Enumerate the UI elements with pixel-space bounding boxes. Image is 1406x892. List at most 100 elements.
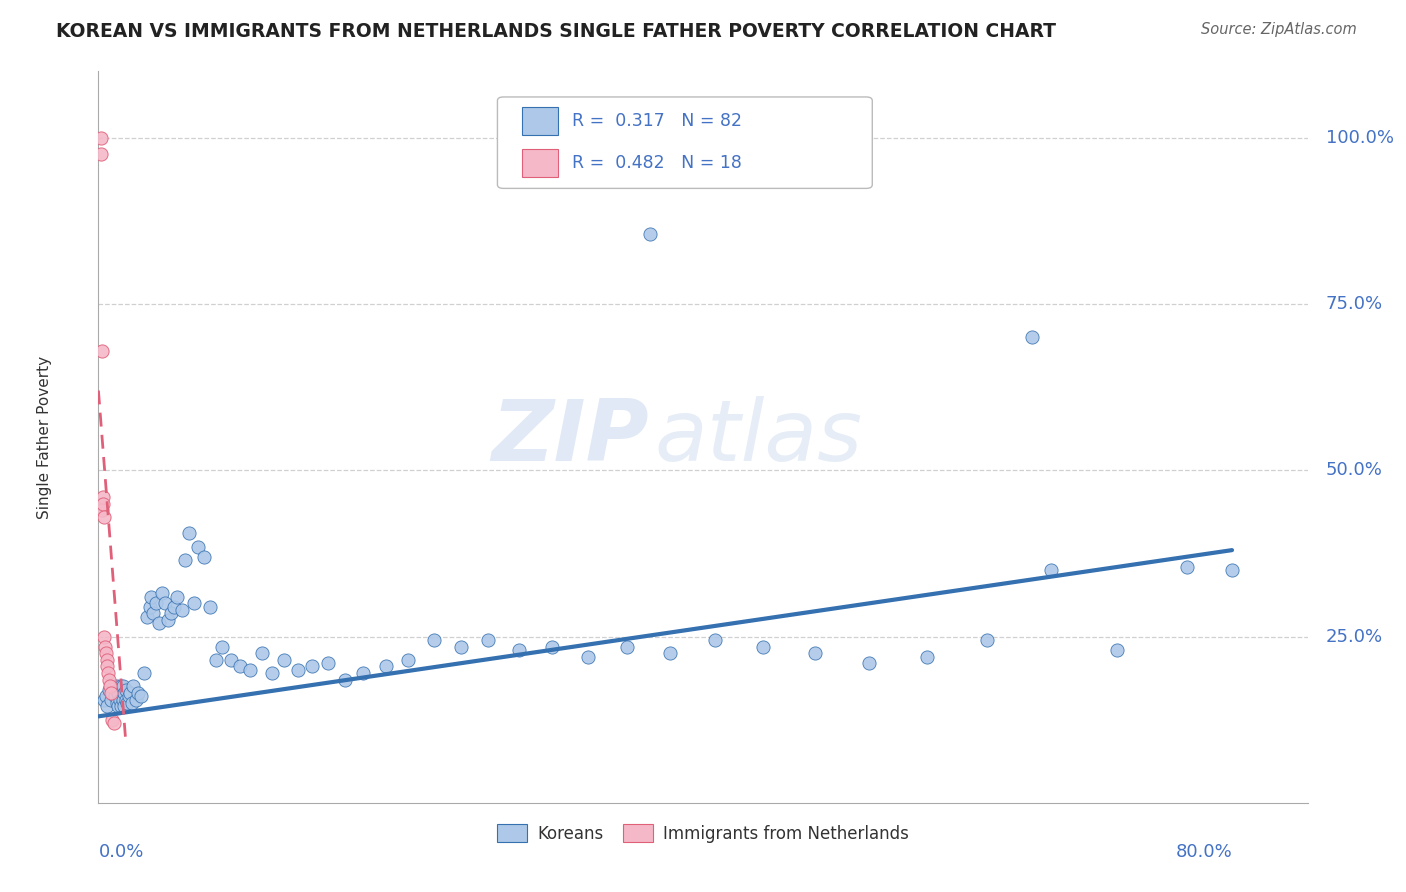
- Point: [704, 632, 727, 647]
- Point: [101, 686, 124, 700]
- Point: [118, 690, 141, 704]
- Point: [111, 692, 134, 706]
- Point: [127, 686, 149, 700]
- Point: [316, 656, 339, 670]
- Text: R =  0.317   N = 82: R = 0.317 N = 82: [572, 112, 742, 130]
- Point: [858, 656, 880, 670]
- Point: [108, 692, 131, 706]
- Text: ZIP: ZIP: [491, 395, 648, 479]
- FancyBboxPatch shape: [498, 97, 872, 188]
- Text: Source: ZipAtlas.com: Source: ZipAtlas.com: [1201, 22, 1357, 37]
- Point: [396, 653, 419, 667]
- Point: [112, 686, 135, 700]
- Point: [187, 540, 209, 554]
- Point: [125, 692, 148, 706]
- Point: [287, 663, 309, 677]
- Text: 0.0%: 0.0%: [98, 843, 143, 861]
- Point: [96, 699, 118, 714]
- Point: [110, 699, 132, 714]
- Point: [103, 716, 125, 731]
- Text: 80.0%: 80.0%: [1175, 843, 1232, 861]
- Point: [93, 630, 115, 644]
- Point: [107, 686, 129, 700]
- Point: [1021, 330, 1043, 344]
- Point: [352, 666, 374, 681]
- Point: [112, 699, 135, 714]
- Point: [508, 643, 530, 657]
- Point: [91, 490, 114, 504]
- Point: [658, 646, 681, 660]
- FancyBboxPatch shape: [522, 107, 558, 135]
- Point: [229, 659, 252, 673]
- Point: [105, 696, 128, 710]
- Point: [110, 680, 132, 694]
- Point: [142, 607, 165, 621]
- Point: [90, 343, 112, 358]
- Point: [114, 682, 136, 697]
- Point: [153, 596, 176, 610]
- Point: [262, 666, 284, 681]
- Point: [1039, 563, 1062, 577]
- FancyBboxPatch shape: [522, 149, 558, 177]
- Point: [156, 613, 179, 627]
- Point: [211, 640, 233, 654]
- Point: [94, 690, 117, 704]
- Point: [221, 653, 243, 667]
- Point: [121, 696, 143, 710]
- Point: [103, 680, 125, 694]
- Point: [100, 692, 122, 706]
- Point: [129, 690, 152, 704]
- Point: [301, 659, 323, 673]
- Point: [205, 653, 228, 667]
- Point: [239, 663, 262, 677]
- Point: [200, 599, 222, 614]
- Point: [98, 682, 121, 697]
- Point: [423, 632, 446, 647]
- Point: [1220, 563, 1243, 577]
- Point: [148, 616, 170, 631]
- Point: [114, 692, 136, 706]
- Point: [141, 590, 163, 604]
- Point: [132, 666, 155, 681]
- Point: [638, 227, 661, 242]
- Text: atlas: atlas: [655, 395, 863, 479]
- Point: [976, 632, 998, 647]
- Point: [90, 131, 112, 145]
- Point: [145, 596, 167, 610]
- Point: [160, 607, 183, 621]
- Point: [100, 686, 122, 700]
- Legend: Koreans, Immigrants from Netherlands: Koreans, Immigrants from Netherlands: [491, 818, 915, 849]
- Point: [576, 649, 599, 664]
- Point: [93, 692, 115, 706]
- Point: [107, 699, 129, 714]
- Point: [450, 640, 472, 654]
- Point: [166, 590, 188, 604]
- Point: [477, 632, 499, 647]
- Point: [173, 553, 195, 567]
- Point: [135, 609, 157, 624]
- Point: [96, 653, 118, 667]
- Point: [115, 696, 138, 710]
- Point: [333, 673, 356, 687]
- Point: [97, 666, 120, 681]
- Text: 75.0%: 75.0%: [1326, 295, 1384, 313]
- Point: [179, 526, 201, 541]
- Point: [163, 599, 186, 614]
- Text: R =  0.482   N = 18: R = 0.482 N = 18: [572, 153, 742, 172]
- Point: [96, 659, 118, 673]
- Point: [94, 640, 117, 654]
- Text: Single Father Poverty: Single Father Poverty: [38, 356, 52, 518]
- Point: [91, 497, 114, 511]
- Text: 25.0%: 25.0%: [1326, 628, 1384, 646]
- Point: [170, 603, 193, 617]
- Point: [752, 640, 775, 654]
- Text: KOREAN VS IMMIGRANTS FROM NETHERLANDS SINGLE FATHER POVERTY CORRELATION CHART: KOREAN VS IMMIGRANTS FROM NETHERLANDS SI…: [56, 22, 1056, 41]
- Point: [616, 640, 638, 654]
- Point: [273, 653, 295, 667]
- Point: [193, 549, 215, 564]
- Point: [98, 673, 121, 687]
- Point: [1175, 559, 1198, 574]
- Point: [122, 680, 145, 694]
- Point: [540, 640, 562, 654]
- Point: [120, 686, 142, 700]
